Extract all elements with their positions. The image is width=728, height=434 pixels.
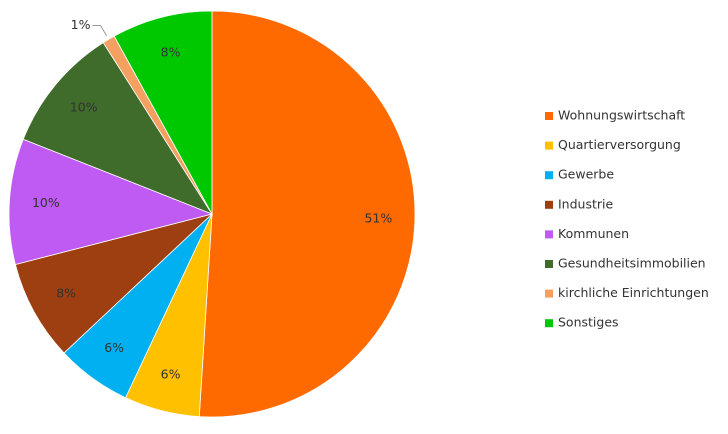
data-label: 8% (161, 44, 181, 59)
legend-label: Kommunen (558, 226, 629, 241)
leader-line (92, 24, 108, 37)
legend-swatch (545, 260, 553, 268)
legend-label: Wohnungswirtschaft (558, 108, 685, 123)
data-label: 6% (161, 367, 181, 382)
legend-label: Gewerbe (558, 167, 614, 182)
legend-swatch (545, 319, 553, 328)
legend-swatch (545, 289, 553, 298)
legend-swatch (545, 112, 553, 120)
legend-label: Industrie (558, 196, 613, 211)
pie-slice (113, 10, 213, 215)
data-label: 6% (104, 340, 124, 355)
legend-label: kirchliche Einrichtungen (558, 285, 709, 300)
legend-swatch (545, 171, 553, 180)
data-label: 51% (364, 211, 392, 226)
data-label: 10% (32, 195, 60, 210)
legend-swatch (545, 200, 553, 209)
legend-label: Quartierversorgung (558, 137, 681, 152)
pie-slice (198, 10, 416, 418)
legend-label: Gesundheitsimmobilien (558, 256, 706, 271)
pie-slice (22, 42, 213, 215)
data-label: 1% (71, 17, 91, 32)
legend-label: Sonstiges (558, 315, 619, 330)
pie-slice (14, 213, 213, 354)
data-label: 10% (70, 99, 98, 114)
legend-swatch (545, 230, 553, 239)
data-label: 8% (56, 286, 76, 301)
pie-slice (8, 138, 214, 265)
legend-swatch (545, 141, 553, 150)
